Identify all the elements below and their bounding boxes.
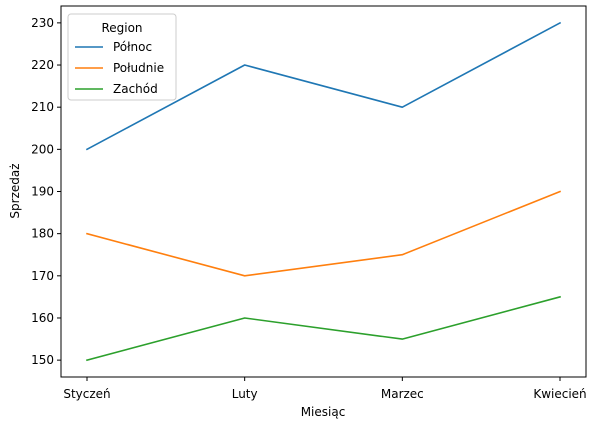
y-tick-label: 150 bbox=[31, 353, 54, 367]
y-tick-label: 170 bbox=[31, 269, 54, 283]
y-tick-label: 200 bbox=[31, 142, 54, 156]
y-axis-title: Sprzedaż bbox=[8, 163, 22, 218]
y-tick-label: 190 bbox=[31, 185, 54, 199]
y-axis: 150 160 170 180 190 200 210 220 230 bbox=[31, 16, 61, 367]
legend-label-1: Południe bbox=[113, 61, 164, 75]
legend-label-2: Zachód bbox=[113, 82, 158, 96]
x-axis: Styczeń Luty Marzec Kwiecień bbox=[63, 377, 586, 401]
legend-label-0: Północ bbox=[113, 40, 152, 54]
x-tick-label: Luty bbox=[232, 387, 258, 401]
legend: Region Północ Południe Zachód bbox=[68, 14, 176, 100]
x-tick-label: Kwiecień bbox=[533, 387, 586, 401]
x-axis-title: Miesiąc bbox=[301, 405, 346, 419]
legend-title: Region bbox=[101, 21, 142, 35]
y-tick-label: 230 bbox=[31, 16, 54, 30]
y-tick-label: 220 bbox=[31, 58, 54, 72]
x-tick-label: Styczeń bbox=[63, 387, 110, 401]
y-tick-label: 180 bbox=[31, 227, 54, 241]
y-tick-label: 210 bbox=[31, 100, 54, 114]
y-tick-label: 160 bbox=[31, 311, 54, 325]
x-tick-label: Marzec bbox=[381, 387, 424, 401]
